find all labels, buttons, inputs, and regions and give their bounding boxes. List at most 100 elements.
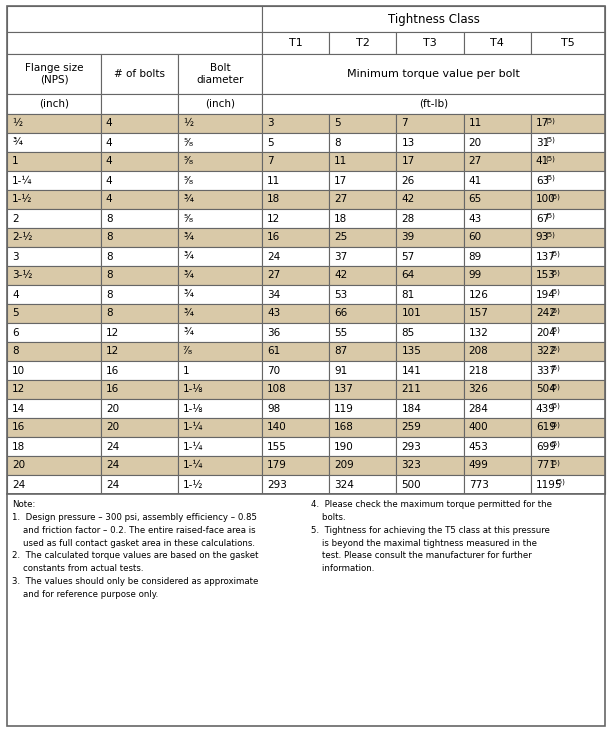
Text: 1-¼: 1-¼	[183, 423, 204, 432]
Bar	[464, 342, 531, 361]
Text: ¾: ¾	[183, 328, 193, 337]
Bar	[397, 32, 464, 54]
Text: 24: 24	[267, 252, 280, 261]
Bar	[101, 209, 178, 228]
Bar	[262, 190, 329, 209]
Text: 57: 57	[401, 252, 415, 261]
Text: 25: 25	[334, 232, 348, 242]
Bar	[178, 304, 262, 323]
Bar	[7, 399, 101, 418]
Bar	[262, 418, 329, 437]
Bar	[178, 399, 262, 418]
Bar	[397, 323, 464, 342]
Bar	[531, 247, 605, 266]
Text: (5): (5)	[551, 459, 561, 466]
Text: 126: 126	[469, 290, 488, 299]
Text: (5): (5)	[551, 345, 561, 352]
Text: 8: 8	[106, 309, 113, 318]
Bar	[262, 342, 329, 361]
Text: 17: 17	[536, 118, 549, 128]
Text: 3: 3	[267, 118, 274, 128]
Bar	[101, 285, 178, 304]
Text: 322: 322	[536, 347, 556, 356]
Text: 91: 91	[334, 366, 348, 375]
Bar	[464, 32, 531, 54]
Text: (5): (5)	[546, 118, 556, 124]
Bar	[329, 266, 397, 285]
Text: 771: 771	[536, 461, 556, 471]
Text: 1-¼: 1-¼	[12, 175, 32, 185]
Text: 619: 619	[536, 423, 556, 432]
Bar	[178, 437, 262, 456]
Text: 8: 8	[106, 213, 113, 223]
Bar	[464, 247, 531, 266]
Text: 12: 12	[267, 213, 280, 223]
Bar	[329, 247, 397, 266]
Bar	[329, 152, 397, 171]
Text: 17: 17	[401, 156, 415, 166]
Bar	[7, 228, 101, 247]
Text: ⁵⁄₈: ⁵⁄₈	[183, 175, 193, 185]
Bar	[531, 399, 605, 418]
Text: 5: 5	[334, 118, 341, 128]
Bar	[329, 114, 397, 133]
Text: 11: 11	[267, 175, 280, 185]
Text: 1-½: 1-½	[12, 194, 32, 204]
Text: (5): (5)	[551, 193, 561, 200]
Bar	[101, 399, 178, 418]
Bar	[397, 266, 464, 285]
Text: ¾: ¾	[183, 232, 193, 242]
Bar	[7, 437, 101, 456]
Text: 132: 132	[469, 328, 488, 337]
Bar	[531, 152, 605, 171]
Text: (5): (5)	[556, 478, 565, 485]
Bar	[7, 114, 101, 133]
Text: 137: 137	[334, 385, 354, 394]
Text: (5): (5)	[551, 421, 561, 428]
Text: 500: 500	[401, 480, 421, 490]
Bar	[531, 456, 605, 475]
Text: (inch): (inch)	[205, 99, 235, 109]
Text: T2: T2	[356, 38, 370, 48]
Text: 27: 27	[469, 156, 482, 166]
Bar	[397, 247, 464, 266]
Text: ¾: ¾	[183, 309, 193, 318]
Bar	[397, 418, 464, 437]
Bar	[101, 171, 178, 190]
Text: 1: 1	[183, 366, 190, 375]
Bar	[329, 285, 397, 304]
Bar	[531, 361, 605, 380]
Bar	[101, 54, 178, 94]
Text: 20: 20	[469, 137, 482, 147]
Bar	[329, 399, 397, 418]
Bar	[7, 266, 101, 285]
Text: (5): (5)	[551, 269, 561, 276]
Bar	[178, 209, 262, 228]
Text: 43: 43	[267, 309, 280, 318]
Bar	[101, 323, 178, 342]
Bar	[178, 266, 262, 285]
Text: 67: 67	[536, 213, 549, 223]
Bar	[101, 247, 178, 266]
Bar	[397, 114, 464, 133]
Bar	[7, 475, 101, 494]
Text: 8: 8	[106, 271, 113, 280]
Bar	[101, 228, 178, 247]
Bar	[178, 228, 262, 247]
Bar	[397, 380, 464, 399]
Bar	[397, 456, 464, 475]
Text: 4: 4	[106, 156, 113, 166]
Text: 4: 4	[12, 290, 18, 299]
Text: 208: 208	[469, 347, 488, 356]
Text: T4: T4	[490, 38, 504, 48]
Bar	[7, 494, 605, 726]
Text: 20: 20	[106, 404, 119, 413]
Bar	[7, 418, 101, 437]
Bar	[101, 342, 178, 361]
Text: ¾: ¾	[183, 194, 193, 204]
Text: 16: 16	[106, 385, 119, 394]
Text: (5): (5)	[551, 440, 561, 447]
Bar	[7, 133, 101, 152]
Text: 93: 93	[536, 232, 549, 242]
Bar	[464, 228, 531, 247]
